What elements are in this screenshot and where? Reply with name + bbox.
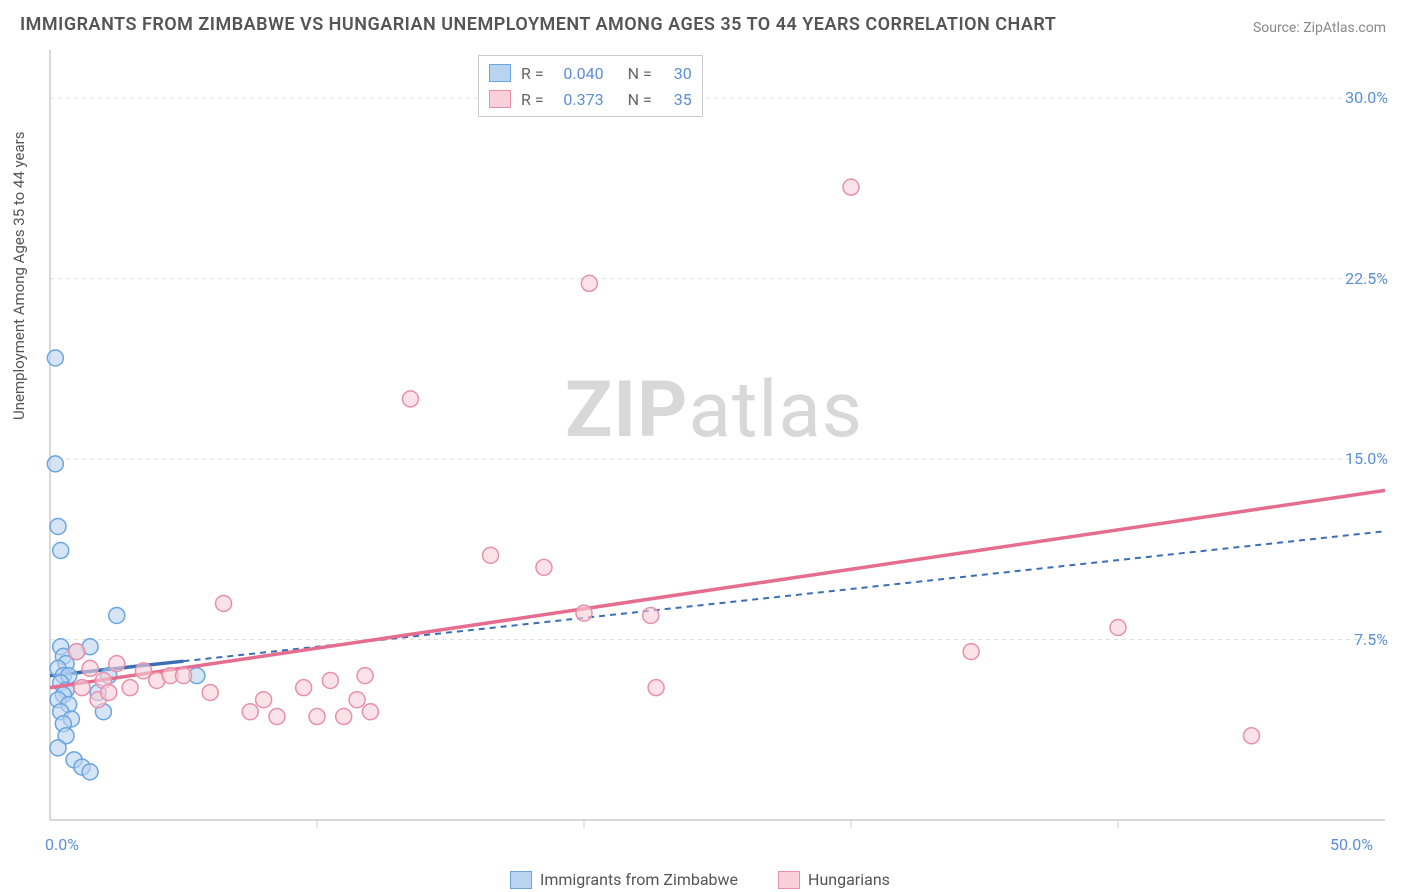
swatch-blue: [489, 64, 511, 82]
x-tick-label: 0.0%: [45, 835, 79, 854]
legend-label-1: Immigrants from Zimbabwe: [540, 870, 738, 889]
legend-item-1: Immigrants from Zimbabwe: [510, 870, 738, 889]
stat-r-value-2: 0.373: [554, 90, 604, 109]
stats-row-1: R = 0.040 N = 30: [489, 60, 692, 86]
stats-legend-box: R = 0.040 N = 30 R = 0.373 N = 35: [478, 55, 703, 117]
y-tick-label: 7.5%: [1354, 630, 1388, 649]
legend-swatch-pink: [778, 871, 800, 889]
bottom-legend: Immigrants from Zimbabwe Hungarians: [510, 870, 890, 889]
stats-row-2: R = 0.373 N = 35: [489, 86, 692, 112]
stat-r-value-1: 0.040: [554, 64, 604, 83]
swatch-pink: [489, 90, 511, 108]
legend-swatch-blue: [510, 871, 532, 889]
stat-r-label-2: R =: [521, 90, 544, 109]
x-tick-label: 50.0%: [1330, 835, 1373, 854]
stat-n-value-2: 35: [662, 90, 692, 109]
stat-n-label-2: N =: [628, 90, 652, 109]
scatter-chart: [0, 0, 1406, 892]
y-tick-label: 30.0%: [1345, 88, 1388, 107]
legend-item-2: Hungarians: [778, 870, 890, 889]
stat-r-label-1: R =: [521, 64, 544, 83]
stat-n-label-1: N =: [628, 64, 652, 83]
legend-label-2: Hungarians: [808, 870, 890, 889]
y-tick-label: 22.5%: [1345, 269, 1388, 288]
stat-n-value-1: 30: [662, 64, 692, 83]
y-tick-label: 15.0%: [1345, 449, 1388, 468]
